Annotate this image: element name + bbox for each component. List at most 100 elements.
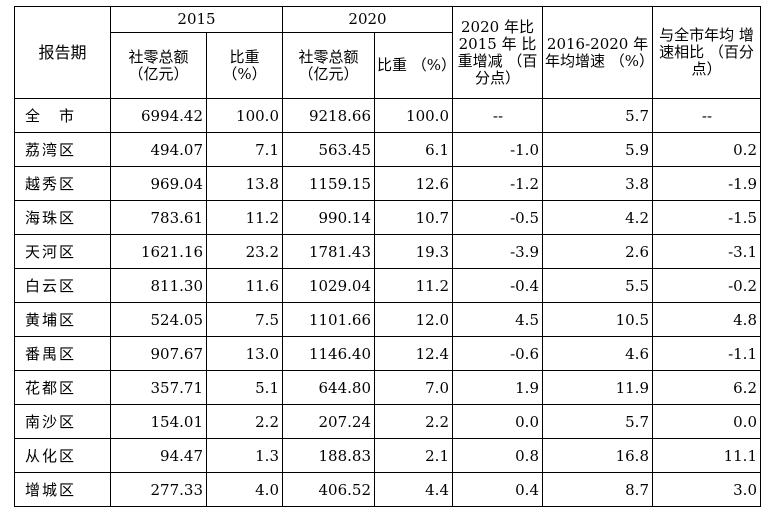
region-cell: 海珠区 [14,200,111,235]
share-2020-cell: 12.6 [374,166,453,201]
vs-city-cell: -1.1 [652,336,761,371]
share-2020-cell: 2.1 [374,438,453,473]
share-2020-cell: 12.0 [374,302,453,337]
share-2020-cell: 12.4 [374,336,453,371]
table-row: 黄埔区 524.05 7.5 1101.66 12.0 4.5 10.5 4.8 [14,302,761,337]
vs-city-cell: 11.1 [652,438,761,473]
header-retail-2020: 社零总额 （亿元） [282,32,375,99]
region-cell: 天河区 [14,234,111,269]
header-year-2020: 2020 [282,6,453,33]
table-row: 增城区 277.33 4.0 406.52 4.4 0.4 8.7 3.0 [14,472,761,507]
retail-2020-cell: 188.83 [282,438,375,473]
avg-growth-cell: 10.5 [542,302,653,337]
retail-2015-cell: 524.05 [110,302,207,337]
header-year-2015: 2015 [110,6,283,33]
retail-2015-cell: 357.71 [110,370,207,405]
region-cell: 花都区 [14,370,111,405]
region-cell: 从化区 [14,438,111,473]
region-cell: 白云区 [14,268,111,303]
share-2020-cell: 11.2 [374,268,453,303]
share-change-cell: -0.4 [452,268,543,303]
retail-2015-cell: 811.30 [110,268,207,303]
retail-2020-cell: 1781.43 [282,234,375,269]
retail-2020-cell: 1101.66 [282,302,375,337]
share-2015-cell: 23.2 [206,234,283,269]
share-2015-cell: 4.0 [206,472,283,507]
share-change-cell: -- [452,98,543,133]
share-change-cell: 0.0 [452,404,543,439]
vs-city-cell: -0.2 [652,268,761,303]
vs-city-cell: -3.1 [652,234,761,269]
header-retail-2015: 社零总额 （亿元） [110,32,207,99]
avg-growth-cell: 4.6 [542,336,653,371]
header-share-change: 2020 年比 2015 年 比重增减 （百分点） [452,6,543,99]
retail-2015-cell: 969.04 [110,166,207,201]
retail-2015-cell: 94.47 [110,438,207,473]
vs-city-cell: 4.8 [652,302,761,337]
retail-2015-cell: 6994.42 [110,98,207,133]
avg-growth-cell: 5.5 [542,268,653,303]
retail-2020-cell: 563.45 [282,132,375,167]
avg-growth-cell: 2.6 [542,234,653,269]
retail-sales-table: 报告期 2015 2020 2020 年比 2015 年 比重增减 （百分点） … [14,6,761,507]
region-cell: 越秀区 [14,166,111,201]
share-2015-cell: 5.1 [206,370,283,405]
avg-growth-cell: 11.9 [542,370,653,405]
share-change-cell: 0.4 [452,472,543,507]
vs-city-cell: -- [652,98,761,133]
retail-2020-cell: 9218.66 [282,98,375,133]
share-2015-cell: 100.0 [206,98,283,133]
header-share-2015: 比重 （%） [206,32,283,99]
table-row: 荔湾区 494.07 7.1 563.45 6.1 -1.0 5.9 0.2 [14,132,761,167]
region-cell: 增城区 [14,472,111,507]
vs-city-cell: 0.2 [652,132,761,167]
table-row: 白云区 811.30 11.6 1029.04 11.2 -0.4 5.5 -0… [14,268,761,303]
share-2015-cell: 7.5 [206,302,283,337]
avg-growth-cell: 8.7 [542,472,653,507]
avg-growth-cell: 5.7 [542,98,653,133]
share-change-cell: -0.6 [452,336,543,371]
retail-2020-cell: 1146.40 [282,336,375,371]
retail-2015-cell: 907.67 [110,336,207,371]
share-change-cell: -1.2 [452,166,543,201]
region-cell: 黄埔区 [14,302,111,337]
share-2015-cell: 7.1 [206,132,283,167]
table-row: 番禺区 907.67 13.0 1146.40 12.4 -0.6 4.6 -1… [14,336,761,371]
vs-city-cell: 6.2 [652,370,761,405]
share-change-cell: -3.9 [452,234,543,269]
retail-2015-cell: 783.61 [110,200,207,235]
avg-growth-cell: 5.9 [542,132,653,167]
share-2020-cell: 4.4 [374,472,453,507]
share-change-cell: 1.9 [452,370,543,405]
table-row: 天河区 1621.16 23.2 1781.43 19.3 -3.9 2.6 -… [14,234,761,269]
header-avg-growth: 2016-2020 年年均增速 （%） [542,6,653,99]
header-period: 报告期 [14,6,111,99]
retail-2020-cell: 406.52 [282,472,375,507]
vs-city-cell: -1.9 [652,166,761,201]
retail-2020-cell: 207.24 [282,404,375,439]
share-2015-cell: 1.3 [206,438,283,473]
retail-2020-cell: 1159.15 [282,166,375,201]
table-row: 从化区 94.47 1.3 188.83 2.1 0.8 16.8 11.1 [14,438,761,473]
share-2020-cell: 2.2 [374,404,453,439]
share-2015-cell: 11.6 [206,268,283,303]
retail-2020-cell: 990.14 [282,200,375,235]
share-2020-cell: 19.3 [374,234,453,269]
table-row: 全 市 6994.42 100.0 9218.66 100.0 -- 5.7 -… [14,98,761,133]
share-2015-cell: 13.8 [206,166,283,201]
region-cell: 荔湾区 [14,132,111,167]
share-change-cell: 4.5 [452,302,543,337]
retail-2020-cell: 644.80 [282,370,375,405]
vs-city-cell: 3.0 [652,472,761,507]
avg-growth-cell: 4.2 [542,200,653,235]
retail-2015-cell: 1621.16 [110,234,207,269]
region-cell: 南沙区 [14,404,111,439]
table-row: 海珠区 783.61 11.2 990.14 10.7 -0.5 4.2 -1.… [14,200,761,235]
header-share-2020: 比重 （%） [374,32,453,99]
avg-growth-cell: 3.8 [542,166,653,201]
share-2020-cell: 10.7 [374,200,453,235]
vs-city-cell: -1.5 [652,200,761,235]
vs-city-cell: 0.0 [652,404,761,439]
share-2020-cell: 100.0 [374,98,453,133]
retail-2015-cell: 154.01 [110,404,207,439]
